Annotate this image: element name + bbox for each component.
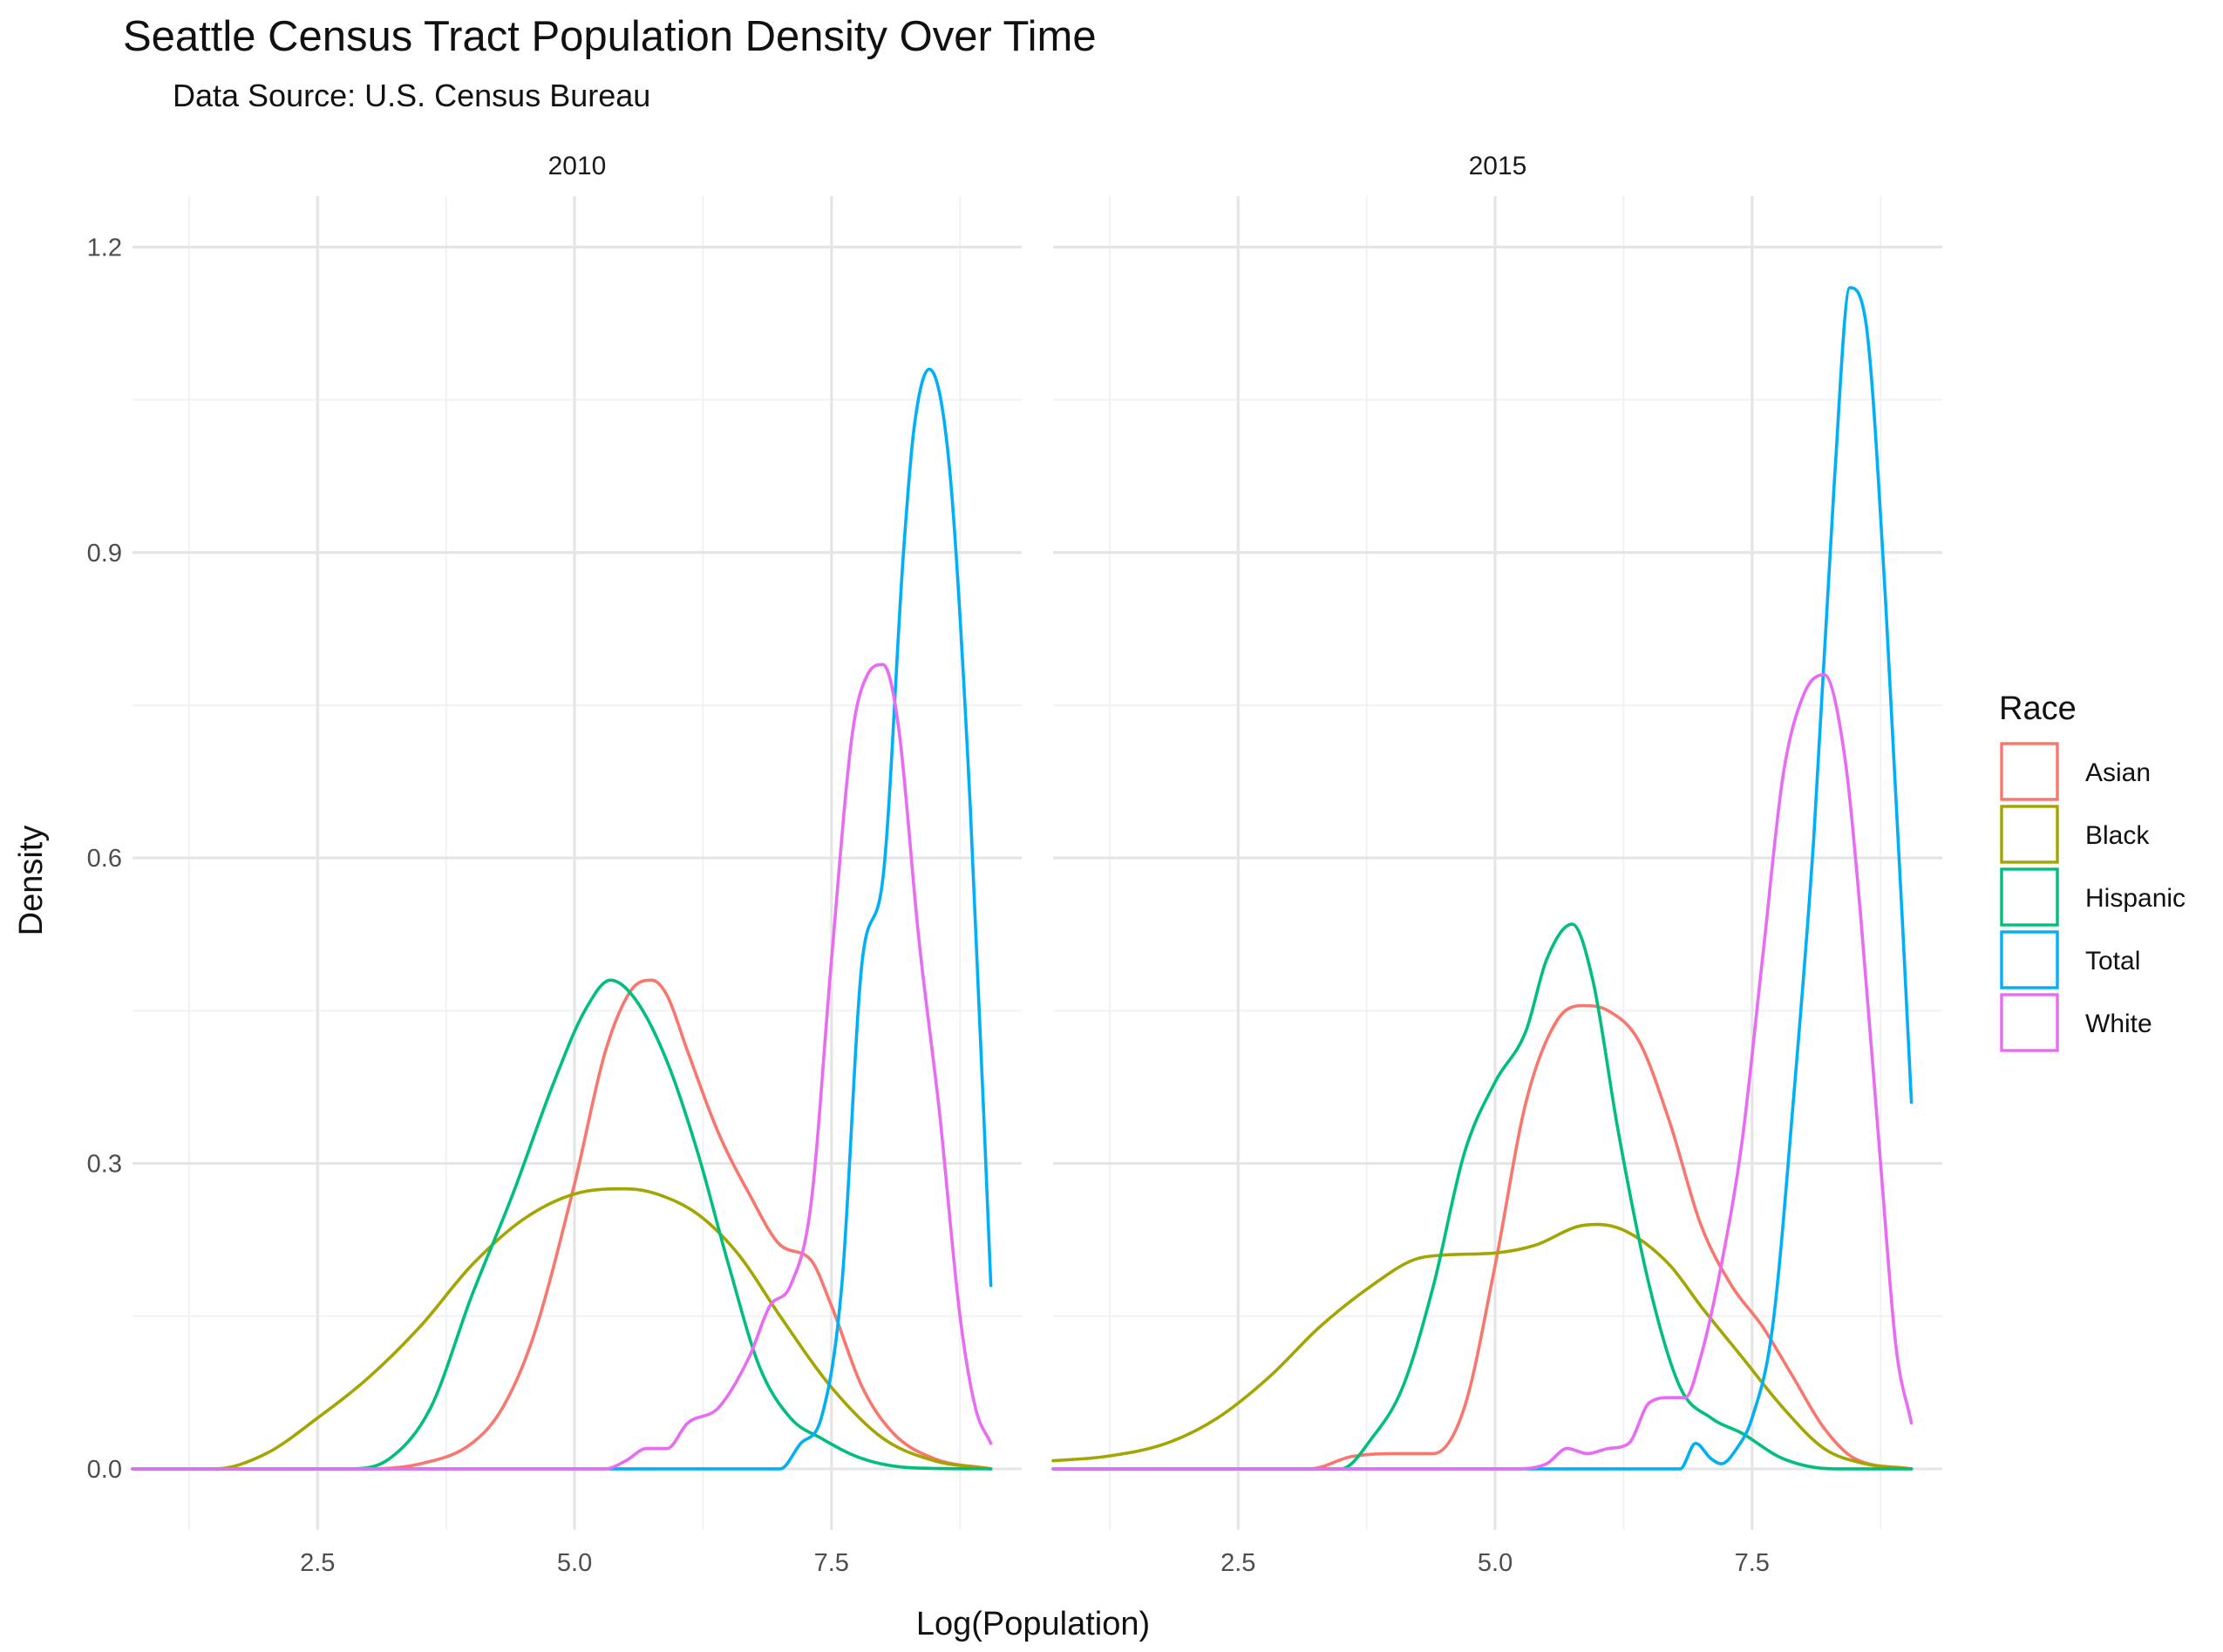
facet-label: 2010 xyxy=(548,152,607,180)
series-line-white-2010 xyxy=(131,663,993,1471)
x-tick-label: 2.5 xyxy=(300,1549,335,1577)
facet-panel-2015: 2015 2.5 5.0 7.5 xyxy=(1051,152,1942,1577)
legend-item-white: White xyxy=(2000,993,2152,1052)
chart-title: Seattle Census Tract Population Density … xyxy=(123,13,1097,60)
series-line-hispanic-2015 xyxy=(1051,922,1914,1471)
x-tick-label: 5.0 xyxy=(1478,1549,1513,1577)
series-line-hispanic-2010 xyxy=(131,978,993,1471)
legend-item-hispanic: Hispanic xyxy=(2000,867,2186,927)
series-line-black-2015 xyxy=(1051,1222,1914,1471)
legend-label: Asian xyxy=(2085,758,2151,787)
legend: Race Asian Black Hispanic Total White xyxy=(1999,690,2186,1052)
x-axis-label: Log(Population) xyxy=(916,1606,1150,1642)
legend-key xyxy=(2000,805,2059,864)
facet-label: 2015 xyxy=(1469,152,1527,180)
legend-item-asian: Asian xyxy=(2000,742,2151,801)
x-tick-label: 7.5 xyxy=(1735,1549,1770,1577)
y-tick-label: 0.6 xyxy=(87,845,122,873)
facet-panel-2010: 2010 2.5 5.0 7.5 0.0 0.3 0.6 0.9 1.2 xyxy=(87,152,1022,1577)
series-line-asian-2015 xyxy=(1051,1003,1914,1471)
series-line-total-2015 xyxy=(1051,286,1914,1471)
legend-label: White xyxy=(2085,1010,2152,1038)
x-tick-label: 7.5 xyxy=(814,1549,849,1577)
y-tick-label: 0.9 xyxy=(87,540,122,568)
series-line-white-2015 xyxy=(1051,673,1914,1471)
legend-key xyxy=(2000,930,2059,989)
y-tick-label: 0.0 xyxy=(87,1456,122,1484)
y-tick-label: 0.3 xyxy=(87,1151,122,1179)
x-tick-label: 2.5 xyxy=(1220,1549,1255,1577)
legend-label: Black xyxy=(2085,821,2150,850)
legend-label: Total xyxy=(2085,947,2140,976)
legend-label: Hispanic xyxy=(2085,884,2186,913)
legend-key xyxy=(2000,742,2059,801)
x-tick-label: 5.0 xyxy=(557,1549,592,1577)
series-line-asian-2010 xyxy=(131,978,993,1471)
y-tick-label: 1.2 xyxy=(87,234,122,262)
y-axis-label: Density xyxy=(13,826,50,936)
facet-panels: 2010 2.5 5.0 7.5 0.0 0.3 0.6 0.9 1.2 2015 2.5 5.0 7.… xyxy=(87,152,1942,1577)
legend-title: Race xyxy=(1999,690,2077,727)
legend-key xyxy=(2000,867,2059,927)
chart-subtitle: Data Source: U.S. Census Bureau xyxy=(173,78,650,113)
legend-key xyxy=(2000,993,2059,1052)
series-line-total-2010 xyxy=(131,367,993,1471)
legend-item-black: Black xyxy=(2000,805,2150,864)
legend-item-total: Total xyxy=(2000,930,2140,989)
series-line-black-2010 xyxy=(131,1186,993,1471)
